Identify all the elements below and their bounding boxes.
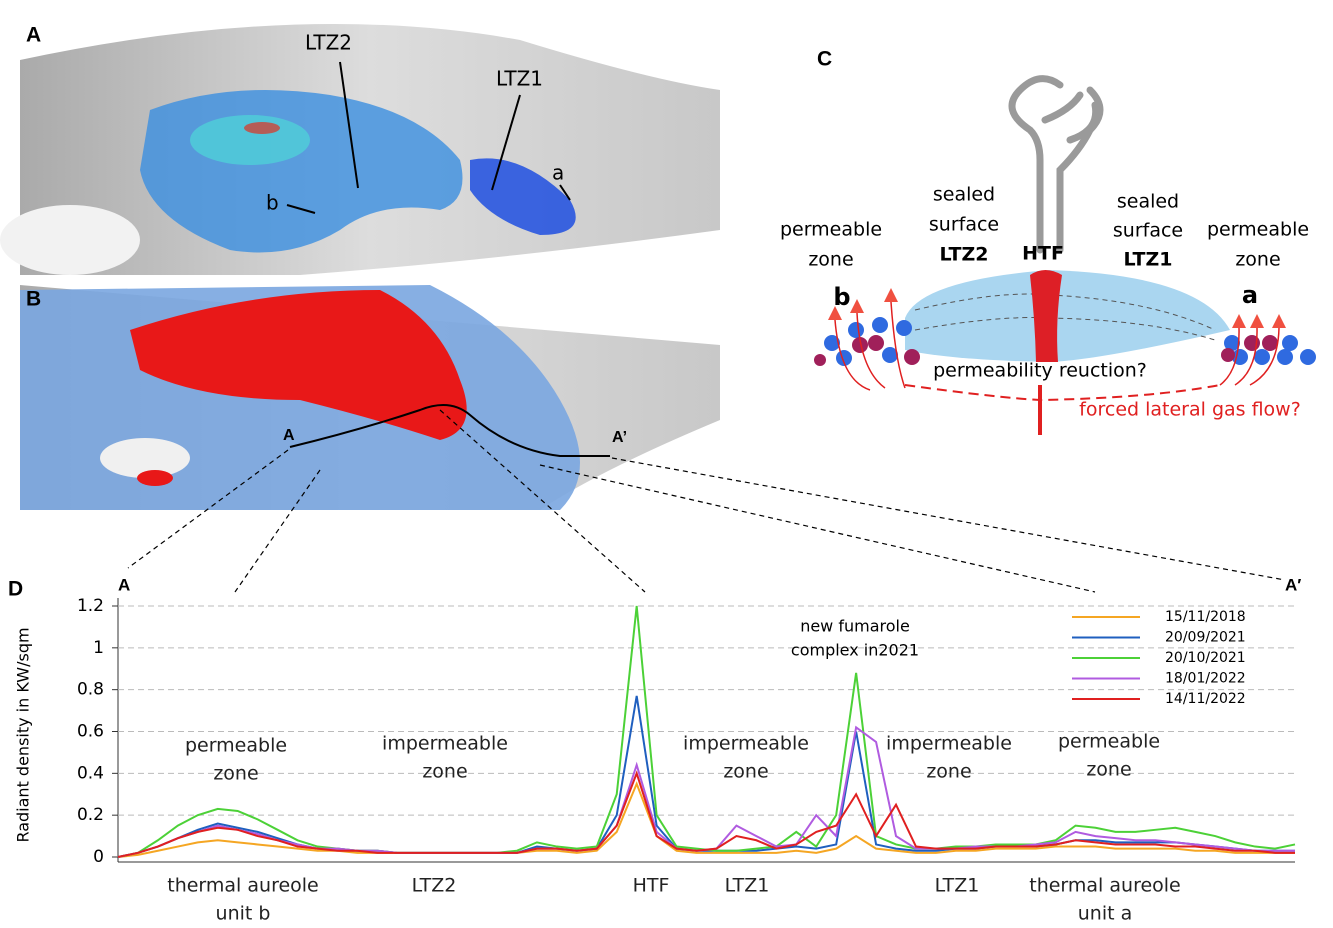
x-label: LTZ2: [412, 875, 457, 897]
panel-c: C permeable zone b sealed surface LTZ2 H…: [780, 48, 1316, 435]
vent-label: HTF: [1022, 243, 1064, 265]
legend: 15/11/2018 20/09/2021 20/10/2021 18/01/2022…: [1072, 609, 1246, 707]
y-tick-label: 0.4: [77, 763, 104, 783]
panel-label: C: [817, 48, 832, 71]
sealed-lens: [905, 270, 1230, 362]
zone-label: zone: [808, 249, 853, 271]
zone-annotation: impermeable: [683, 733, 809, 755]
annotation: a: [552, 161, 564, 185]
zone-annotation: zone: [926, 761, 971, 783]
zone-annotation: impermeable: [886, 733, 1012, 755]
note: complex in2021: [791, 641, 919, 660]
zone-annotation: zone: [422, 761, 467, 783]
legend-label: 14/11/2022: [1165, 691, 1246, 707]
zone-letter: b: [833, 283, 850, 311]
zone-label: zone: [1235, 249, 1280, 271]
page: A LTZ2 LTZ1 a b B A A’ C permeable zone …: [0, 0, 1333, 928]
zone-label: permeable: [1207, 219, 1309, 241]
seal-label: sealed: [1117, 191, 1179, 213]
seal-label: LTZ1: [1124, 249, 1173, 271]
annotation: b: [266, 191, 279, 215]
profile-label: A: [118, 575, 130, 594]
question: permeability reuction?: [933, 360, 1147, 382]
x-label: thermal aureole: [1029, 875, 1181, 897]
x-label: LTZ1: [935, 875, 980, 897]
zone-annotation: zone: [1086, 759, 1131, 781]
annotation: LTZ1: [496, 67, 543, 91]
crater: [0, 205, 140, 275]
profile-label: A′: [1285, 575, 1301, 594]
gas-bubbles-b: [814, 317, 920, 366]
y-tick-label: 0.6: [77, 722, 104, 742]
legend-label: 15/11/2018: [1165, 609, 1246, 625]
panel-label: A: [26, 24, 41, 47]
zone-annotation: zone: [213, 763, 258, 785]
panel-a: A LTZ2 LTZ1 a b: [0, 24, 720, 275]
thermal-hot: [137, 470, 173, 486]
panel-label: B: [26, 288, 41, 311]
zone-letter: a: [1242, 281, 1258, 309]
zone-annotation: permeable: [1058, 731, 1160, 753]
connector: [612, 458, 1285, 580]
legend-label: 20/09/2021: [1165, 630, 1246, 646]
seal-label: surface: [1113, 220, 1183, 242]
x-label: unit b: [216, 903, 271, 925]
y-tick-label: 0.2: [77, 805, 104, 825]
zone-annotation: impermeable: [382, 733, 508, 755]
seal-label: LTZ2: [940, 244, 989, 266]
plume: [1012, 79, 1100, 250]
zone-annotation: zone: [723, 761, 768, 783]
zone-label: permeable: [780, 219, 882, 241]
thermal-area: [190, 115, 310, 165]
panel-b: B A A’: [20, 285, 720, 510]
x-label: LTZ1: [725, 875, 770, 897]
panel-label: D: [8, 578, 23, 601]
note: new fumarole: [800, 617, 910, 636]
y-axis-label: Radiant density in KW/sqm: [14, 627, 33, 842]
seal-label: surface: [929, 214, 999, 236]
y-tick-label: 0.8: [77, 680, 104, 700]
x-label: HTF: [633, 875, 670, 897]
y-tick-label: 1.2: [77, 596, 104, 616]
annotation: LTZ2: [305, 31, 352, 55]
thermal-hot: [244, 122, 280, 134]
x-label: unit a: [1078, 903, 1133, 925]
profile-label: A: [283, 427, 295, 444]
y-tick-label: 1: [93, 638, 104, 658]
zone-annotation: permeable: [185, 735, 287, 757]
seal-label: sealed: [933, 184, 995, 206]
question: forced lateral gas flow?: [1079, 399, 1301, 421]
figure: A LTZ2 LTZ1 a b B A A’ C permeable zone …: [0, 0, 1333, 924]
profile-label: A’: [612, 429, 627, 446]
chart: 0 0.2 0.4 0.6 0.8 1 1.2 15/11/2018 20/09/2021 20/…: [77, 596, 1295, 924]
y-tick-label: 0: [93, 847, 104, 867]
legend-label: 20/10/2021: [1165, 650, 1246, 666]
legend-label: 18/01/2022: [1165, 671, 1246, 687]
x-label: thermal aureole: [167, 875, 319, 897]
